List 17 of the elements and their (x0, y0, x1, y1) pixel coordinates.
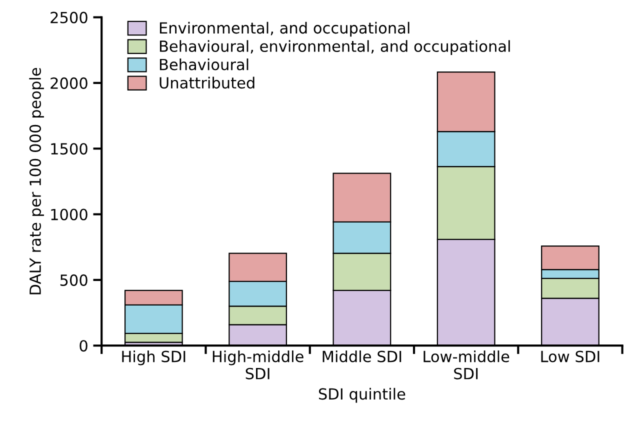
legend-label: Unattributed (160, 76, 254, 89)
x-tick-label: Middle SDI (322, 350, 402, 362)
x-tick-label: High SDI (122, 350, 186, 366)
y-tick-label: 1500 (51, 143, 88, 155)
x-axis-title: SDI quintile (318, 388, 406, 403)
legend-label: Behavioural (160, 58, 248, 70)
legend-label: Environmental, and occupational (160, 22, 410, 37)
x-tick-label: Low SDI (541, 350, 600, 362)
y-tick-label: 1000 (51, 208, 88, 220)
x-tick-label: Low-middle SDI (424, 350, 510, 380)
x-tick-label: High-middle SDI (212, 350, 304, 380)
y-tick-label: 500 (60, 274, 88, 286)
legend-label: Behavioural, environmental, and occupational (160, 40, 510, 55)
y-tick-label: 0 (80, 340, 88, 352)
y-tick-label: 2000 (50, 77, 88, 89)
y-tick-label: 2500 (50, 12, 88, 24)
y-axis-title: DALY rate per 100 000 people (29, 68, 44, 294)
